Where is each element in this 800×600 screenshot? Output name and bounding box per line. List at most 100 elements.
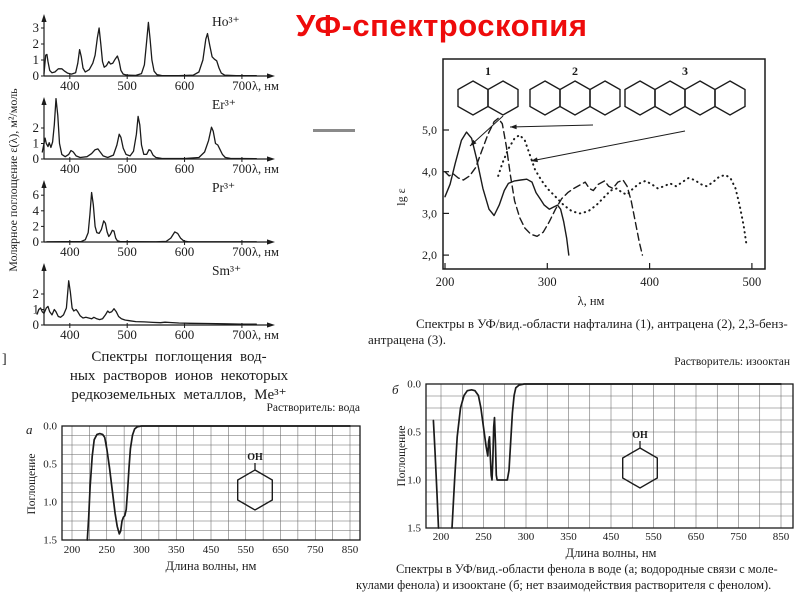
svg-text:500: 500 [117,244,137,259]
svg-text:500: 500 [117,78,137,93]
svg-text:3: 3 [33,20,40,35]
svg-text:1.0: 1.0 [407,475,421,487]
caption-line: Спектры в УФ/вид.-области нафталина (1),… [416,316,788,331]
phenol-caption: Спектры в УФ/вид.-области фенола в воде … [356,561,800,593]
svg-text:750: 750 [307,544,324,556]
svg-text:300: 300 [518,531,535,543]
svg-text:500: 500 [743,275,762,289]
svg-text:650: 650 [688,531,705,543]
svg-text:400: 400 [60,244,80,259]
svg-text:700: 700 [232,78,252,93]
svg-text:2: 2 [33,120,40,135]
page-title: УФ-спектроскопия [296,8,588,43]
caption-line: антрацена (3). [368,332,446,347]
svg-text:Pr³⁺: Pr³⁺ [212,180,235,195]
divider-line [313,129,355,132]
svg-text:4,0: 4,0 [422,165,437,179]
svg-text:200: 200 [433,531,450,543]
svg-text:250: 250 [475,531,492,543]
svg-text:350: 350 [168,544,185,556]
svg-text:3: 3 [682,64,688,78]
phenol-isooctane-figure: Растворитель: изооктан б Поглощение 0.0 0… [388,356,800,560]
svg-text:1.5: 1.5 [43,535,57,547]
wavelength-xlabel: Длина волны, нм [165,559,257,573]
svg-text:300: 300 [133,544,150,556]
svg-text:400: 400 [60,161,80,176]
panel-letter: б [392,382,399,397]
svg-text:1: 1 [485,64,491,78]
svg-text:1: 1 [33,52,40,67]
svg-text:lg ε: lg ε [394,188,408,205]
svg-text:0.0: 0.0 [407,379,421,391]
svg-text:λ, нм: λ, нм [578,294,605,308]
svg-text:OH: OH [247,452,263,463]
chart-phenol-water: 0.0 0.5 1.0 1.5 200 250 300 350 450 550 650 750 850 O… [43,421,361,556]
svg-text:450: 450 [203,544,220,556]
chart-acenes-spectra: 5,0 4,0 3,0 2,0 lg ε 200 300 400 500 λ, нм 1 2 3 [394,58,766,308]
svg-text:6: 6 [33,187,40,202]
svg-text:3,0: 3,0 [422,206,437,220]
svg-text:400: 400 [640,275,659,289]
caption-line: кулами фенола) и изооктане (б; нет взаим… [356,578,772,592]
svg-text:850: 850 [773,531,790,543]
svg-text:1: 1 [33,136,40,151]
svg-text:550: 550 [238,544,255,556]
rare-earth-caption: Спектры поглощения вод- ных растворов ио… [0,348,358,405]
svg-text:350: 350 [560,531,577,543]
chart-er-spectrum: 400 500 600 700 λ, нм 012 Er³⁺ [33,97,279,176]
svg-text:600: 600 [175,244,195,259]
svg-text:OH: OH [632,430,648,441]
svg-text:2: 2 [33,36,40,51]
svg-text:300: 300 [538,275,557,289]
svg-text:400: 400 [60,327,80,342]
svg-text:500: 500 [117,327,137,342]
svg-text:λ, нм: λ, нм [252,328,279,342]
panel-letter: а [26,422,33,437]
svg-text:600: 600 [175,78,195,93]
svg-text:200: 200 [436,275,455,289]
svg-text:λ, нм: λ, нм [252,245,279,259]
svg-text:400: 400 [60,78,80,93]
svg-text:0: 0 [33,68,40,83]
caption-line: ных растворов ионов некоторых [69,368,289,384]
caption-bracket-artifact: ] [2,352,7,367]
svg-text:200: 200 [64,544,81,556]
solvent-label: Растворитель: изооктан [674,356,790,368]
svg-text:0: 0 [33,151,40,166]
svg-text:0: 0 [33,234,40,249]
svg-text:450: 450 [603,531,620,543]
svg-text:600: 600 [175,327,195,342]
svg-text:250: 250 [99,544,116,556]
svg-text:700: 700 [232,161,252,176]
chart-phenol-isooctane: 0.0 0.5 1.0 1.5 200 250 300 350 450 550 650 750 850 O… [407,379,794,543]
svg-text:700: 700 [232,244,252,259]
svg-text:850: 850 [342,544,359,556]
caption-line: Спектры поглощения вод- [91,349,267,365]
svg-text:λ, нм: λ, нм [252,79,279,93]
chart-sm-spectrum: 400 500 600 700 λ, нм 012 Sm³⁺ [33,263,279,342]
svg-text:0.5: 0.5 [43,459,57,471]
svg-text:1.5: 1.5 [407,523,421,535]
svg-text:550: 550 [645,531,662,543]
svg-text:0: 0 [33,317,40,332]
svg-text:1.0: 1.0 [43,497,57,509]
svg-text:2: 2 [33,286,40,301]
svg-text:4: 4 [33,203,40,218]
svg-text:650: 650 [272,544,289,556]
svg-text:2,0: 2,0 [422,248,437,262]
svg-text:600: 600 [175,161,195,176]
svg-text:λ, нм: λ, нм [252,162,279,176]
svg-text:700: 700 [232,327,252,342]
svg-text:750: 750 [730,531,747,543]
svg-text:0.0: 0.0 [43,421,57,433]
svg-text:2: 2 [33,218,40,233]
solvent-label: Растворитель: вода [266,402,360,414]
svg-text:1: 1 [33,302,40,317]
svg-text:0.5: 0.5 [407,427,421,439]
svg-text:Er³⁺: Er³⁺ [212,97,236,112]
svg-text:Sm³⁺: Sm³⁺ [212,263,241,278]
phenol-water-figure: Растворитель: вода а Поглощение 0.0 0.5 1.… [18,400,372,598]
